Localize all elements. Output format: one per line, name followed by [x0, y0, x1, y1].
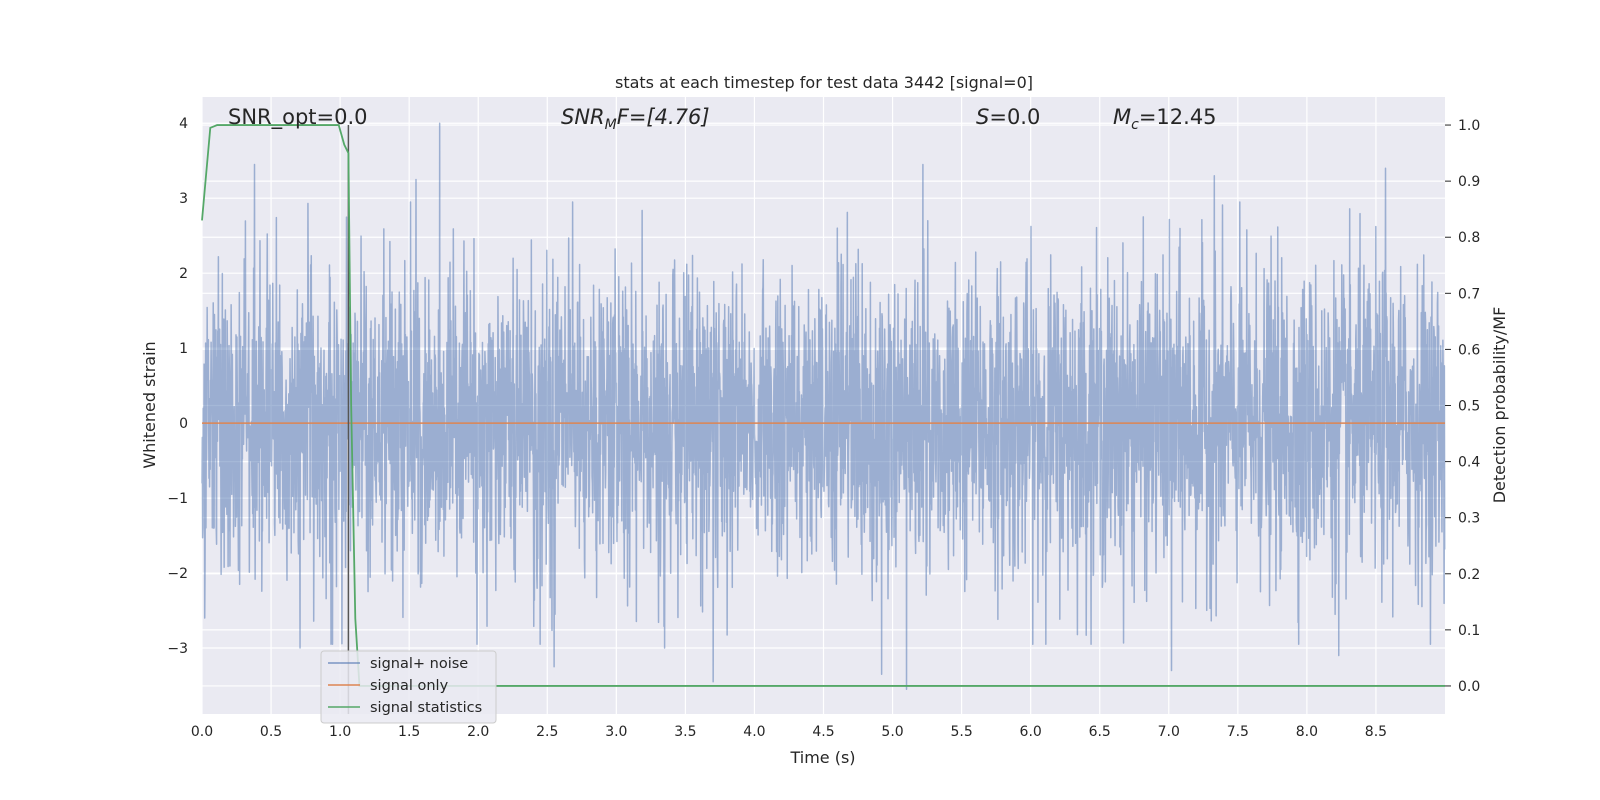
y-axis-ticks: 4 3 2 1 0 −1 −2 −3: [167, 116, 188, 657]
annotation-snr-mf-symbol: SNR: [561, 105, 605, 129]
y-tick-label: −3: [167, 641, 188, 657]
annotation-mc-symbol: M: [1113, 105, 1131, 129]
legend-box: [320, 650, 497, 724]
chart-title: stats at each timestep for test data 344…: [615, 73, 1033, 92]
annotation-s-symbol: S: [976, 105, 989, 129]
y-axis-label: Whitened strain: [140, 341, 159, 468]
y-tick-label: 0: [179, 416, 188, 432]
annotation-snr-opt: SNR_opt=0.0: [228, 105, 368, 130]
legend-label-signal-plus-noise: signal+ noise: [370, 656, 468, 672]
legend-label-signal-only: signal only: [370, 678, 449, 694]
y2-tick-label: 0.2: [1458, 567, 1480, 583]
y2-axis-label: Detection probability/MF: [1490, 307, 1509, 504]
y2-axis-ticks: 1.0 0.9 0.8 0.7 0.6 0.5 0.4 0.3 0.2 0.1 0.0: [1445, 118, 1480, 695]
x-axis-ticks: 0.0 0.5 1.0 1.5 2.0 2.5 3.0 3.5 4.0 4.5 5.0 5.5 6.0 6…: [191, 724, 1387, 740]
annotation-s: S=0.0: [976, 105, 1040, 129]
annotation-snr-mf-rest: F=[4.76]: [617, 105, 710, 129]
y-tick-label: −1: [167, 491, 188, 507]
x-tick-label: 3.5: [674, 724, 696, 740]
y2-tick-label: 0.5: [1458, 399, 1480, 415]
x-tick-label: 5.0: [881, 724, 903, 740]
legend-label-signal-statistics: signal statistics: [370, 700, 482, 716]
series-signal-plus-noise: [201, 122, 1446, 691]
y-tick-label: 3: [179, 191, 188, 207]
annotation-mc-value: =12.45: [1139, 105, 1217, 129]
x-tick-label: 1.5: [398, 724, 420, 740]
y2-tick-label: 0.0: [1458, 679, 1480, 695]
x-tick-label: 2.0: [467, 724, 489, 740]
y2-tick-label: 0.3: [1458, 511, 1480, 527]
y2-tick-label: 0.6: [1458, 342, 1480, 358]
annotation-snr-mf-subscript: M: [605, 117, 617, 133]
x-tick-label: 1.0: [329, 724, 351, 740]
signal-plus-noise-line: [201, 122, 1446, 691]
x-axis-label: Time (s): [789, 748, 855, 767]
annotation-s-value: =0.0: [989, 105, 1040, 129]
x-tick-label: 4.5: [812, 724, 834, 740]
signal-statistics-line: [201, 124, 1445, 687]
annotation-mc: Mc=12.45: [1113, 105, 1217, 133]
x-tick-label: 3.0: [605, 724, 627, 740]
y2-tick-label: 0.4: [1458, 455, 1480, 471]
x-tick-label: 0.5: [260, 724, 282, 740]
y2-tick-label: 0.9: [1458, 174, 1480, 190]
x-tick-label: 2.5: [536, 724, 558, 740]
y2-tick-label: 0.1: [1458, 623, 1480, 639]
x-tick-label: 7.5: [1227, 724, 1249, 740]
x-tick-label: 6.5: [1089, 724, 1111, 740]
y2-tick-label: 1.0: [1458, 118, 1480, 134]
y2-tick-label: 0.8: [1458, 230, 1480, 246]
x-tick-label: 4.0: [743, 724, 765, 740]
x-tick-label: 0.0: [191, 724, 213, 740]
y-tick-label: 1: [179, 341, 188, 357]
y-tick-label: 4: [179, 116, 188, 132]
annotation-snr-mf: SNRMF=[4.76]: [561, 105, 710, 133]
y-tick-label: −2: [167, 566, 188, 582]
series-signal-statistics: [201, 124, 1445, 687]
y2-tick-label: 0.7: [1458, 286, 1480, 302]
x-tick-label: 6.0: [1020, 724, 1042, 740]
x-tick-label: 7.0: [1158, 724, 1180, 740]
x-tick-label: 8.5: [1365, 724, 1387, 740]
legend: signal+ noise signal only signal statist…: [320, 650, 497, 724]
y-tick-label: 2: [179, 266, 188, 282]
x-tick-label: 5.5: [950, 724, 972, 740]
annotation-mc-subscript: c: [1131, 117, 1139, 133]
x-tick-label: 8.0: [1296, 724, 1318, 740]
